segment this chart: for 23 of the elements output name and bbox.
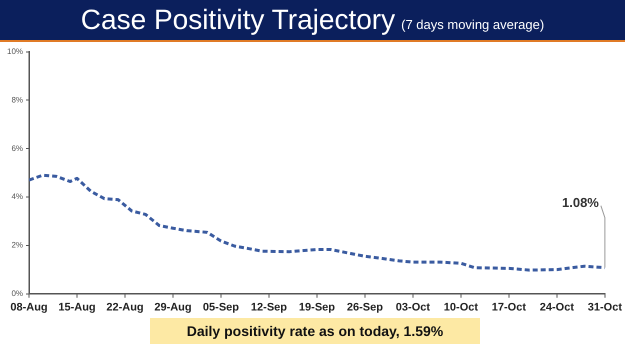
x-tick-label: 05-Sep <box>202 301 240 314</box>
x-tick-label: 17-Oct <box>492 301 526 314</box>
x-tick-label: 15-Aug <box>58 301 96 314</box>
x-tick-label: 24-Oct <box>540 301 574 314</box>
chart-subtitle: (7 days moving average) <box>401 17 544 32</box>
text: Daily positivity rate as on today, 1.59% <box>150 318 480 344</box>
x-tick-label: 29-Aug <box>154 301 192 314</box>
y-tick-label: 6% <box>11 144 24 153</box>
x-tick-label: 22-Aug <box>106 301 144 314</box>
x-tick-label: 10-Oct <box>444 301 478 314</box>
chart-title: Case Positivity Trajectory <box>80 4 396 35</box>
x-tick-label: 12-Sep <box>250 301 288 314</box>
y-tick-label: 2% <box>11 240 24 250</box>
y-tick-label: 10% <box>6 47 24 56</box>
y-tick-label: 8% <box>11 95 24 104</box>
x-tick-label: 26-Sep <box>346 301 384 314</box>
annotation: 1.08% <box>562 195 600 210</box>
x-tick-label: 03-Oct <box>396 301 430 314</box>
x-tick-label: 08-Aug <box>10 301 48 314</box>
y-tick-label: 4% <box>11 192 24 202</box>
y-tick-label: 0% <box>11 289 24 298</box>
x-tick-label: 19-Sep <box>298 301 336 314</box>
x-tick-label: 31-Oct <box>588 301 622 314</box>
